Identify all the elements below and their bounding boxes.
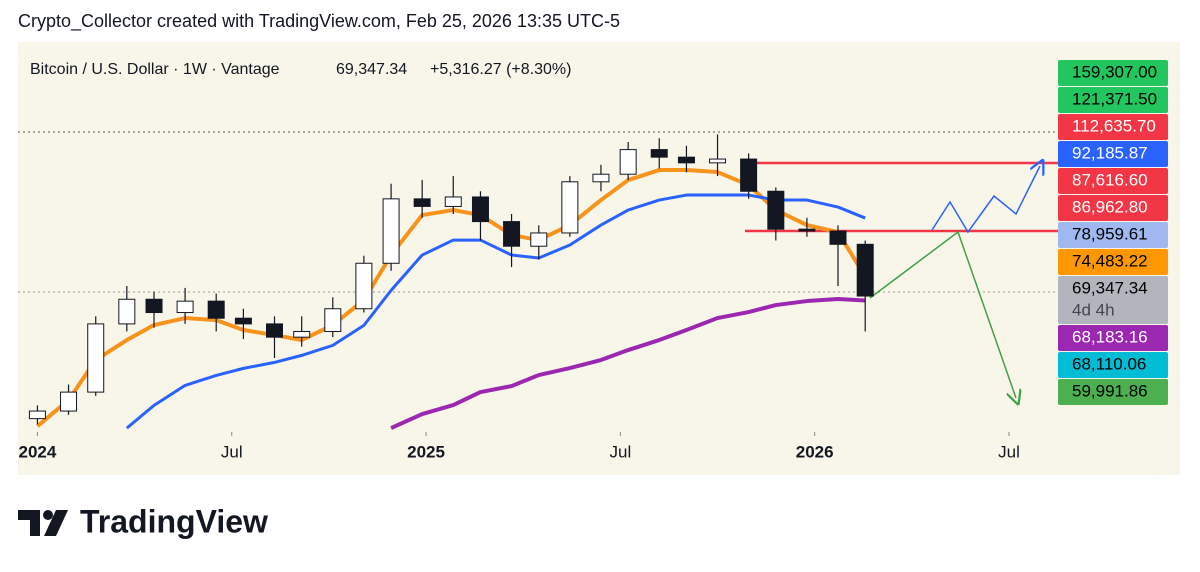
candle-body	[176, 300, 194, 314]
candle-body	[324, 308, 342, 332]
credit: Crypto_Collector created with TradingVie…	[18, 11, 620, 32]
price-label: 74,483.22	[1072, 251, 1148, 270]
price-label-box	[1058, 141, 1168, 167]
candle-body	[767, 190, 785, 230]
candle-body	[561, 181, 579, 234]
indicator-line	[390, 297, 866, 430]
price-label-box	[1058, 60, 1168, 86]
price-label: 112,635.70	[1072, 116, 1156, 135]
price-label-box	[1058, 352, 1168, 378]
candle-body	[530, 232, 548, 247]
brand-name: TradingView	[80, 503, 268, 539]
price-label-box	[1058, 222, 1168, 248]
price-label: 121,371.50	[1072, 89, 1157, 108]
price-label-box	[1058, 379, 1168, 405]
price-change: +5,316.27 (+8.30%)	[430, 61, 571, 78]
price-label-sub: 4d 4h	[1072, 300, 1115, 319]
candle-body	[740, 158, 758, 192]
plot-background	[18, 42, 1180, 475]
x-tick-label: Jul	[610, 442, 632, 461]
candle-body	[207, 300, 225, 319]
candle-body	[619, 149, 637, 175]
price-label-box	[1058, 168, 1168, 194]
candle-body	[355, 262, 373, 310]
price-label: 59,991.86	[1072, 381, 1148, 400]
price-label: 92,185.87	[1072, 143, 1148, 162]
candle-body	[234, 317, 252, 325]
price-label: 159,307.00	[1072, 62, 1157, 81]
candle-body	[829, 230, 847, 245]
candle-body	[293, 330, 311, 338]
price-label: 69,347.34	[1072, 278, 1148, 297]
candle-body	[444, 196, 462, 207]
price-label: 78,959.61	[1072, 224, 1148, 243]
price-label-box	[1058, 249, 1168, 275]
candle-body	[798, 228, 816, 232]
x-tick-label: 2026	[796, 442, 834, 461]
price-label: 87,616.60	[1072, 170, 1148, 189]
candle-body	[503, 221, 521, 247]
candle-body	[413, 198, 431, 207]
marks	[28, 134, 874, 430]
projection-bull	[931, 166, 1040, 234]
price-label-box	[1058, 114, 1168, 140]
candle-body	[87, 323, 105, 393]
candle-body	[471, 196, 489, 223]
candle-body	[677, 156, 695, 164]
brand-logo	[18, 510, 68, 536]
last-price: 69,347.34	[336, 61, 407, 78]
indicator-line	[125, 193, 866, 430]
price-label-box	[1058, 87, 1168, 113]
price-label-box	[1058, 276, 1168, 324]
x-tick-label: Jul	[221, 442, 243, 461]
symbol-title: Bitcoin / U.S. Dollar · 1W · Vantage	[30, 61, 280, 78]
price-label-box	[1058, 325, 1168, 351]
price-label: 68,183.16	[1072, 327, 1148, 346]
candle-body	[118, 298, 136, 325]
candle-body	[709, 158, 727, 164]
price-label: 86,962.80	[1072, 197, 1148, 216]
candle-body	[265, 323, 283, 338]
candle-body	[382, 198, 400, 264]
x-tick-label: 2025	[407, 442, 445, 461]
candle-body	[650, 149, 668, 158]
x-tick-label: Jul	[998, 442, 1020, 461]
price-label-box	[1058, 195, 1168, 221]
candle-body	[145, 298, 163, 314]
candle-body	[28, 410, 46, 420]
candle-body	[60, 391, 78, 412]
candle-body	[592, 173, 610, 183]
x-tick-label: 2024	[19, 442, 57, 461]
price-label: 68,110.06	[1072, 354, 1146, 373]
projection-bear	[869, 230, 1016, 398]
candle-body	[856, 243, 874, 297]
